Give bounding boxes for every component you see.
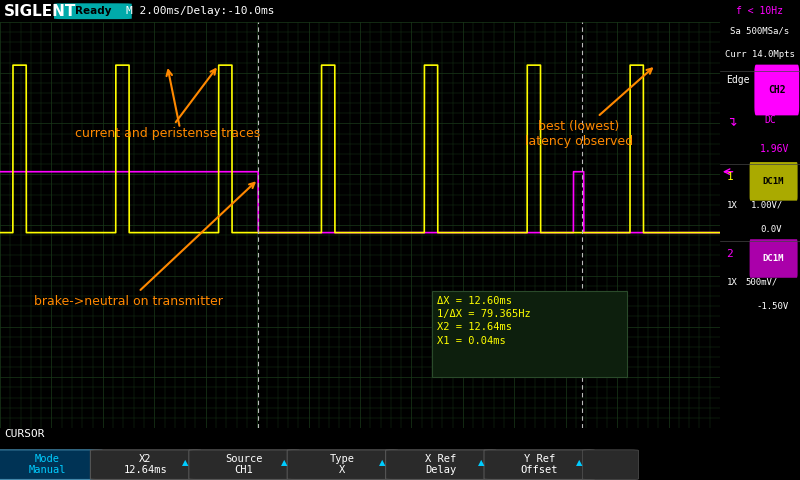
FancyBboxPatch shape [189, 450, 299, 480]
Text: 1.96V: 1.96V [760, 144, 790, 154]
Text: ▲: ▲ [281, 457, 287, 467]
Text: ▲: ▲ [478, 457, 484, 467]
FancyBboxPatch shape [386, 450, 496, 480]
Text: brake->neutral on transmitter: brake->neutral on transmitter [34, 183, 254, 308]
Text: 1: 1 [726, 172, 733, 182]
Text: ↴: ↴ [726, 115, 737, 128]
FancyBboxPatch shape [484, 450, 594, 480]
Text: Edge: Edge [726, 75, 750, 85]
Text: DC1M: DC1M [763, 177, 784, 186]
Text: -1.50V: -1.50V [757, 302, 789, 311]
Text: Y Ref
Offset: Y Ref Offset [521, 454, 558, 476]
Text: CURSOR: CURSOR [4, 429, 45, 439]
Text: f < 10Hz: f < 10Hz [737, 6, 783, 16]
Text: Ready: Ready [74, 6, 111, 15]
Text: 2: 2 [726, 250, 733, 259]
Text: current and peristense traces: current and peristense traces [74, 69, 260, 140]
Text: ▲: ▲ [182, 457, 189, 467]
Text: X Ref
Delay: X Ref Delay [425, 454, 457, 476]
Text: 1X: 1X [726, 278, 737, 287]
Text: ▲: ▲ [379, 457, 386, 467]
Text: Curr 14.0Mpts: Curr 14.0Mpts [725, 50, 795, 60]
Text: SIGLENT: SIGLENT [4, 3, 76, 19]
Text: Source
CH1: Source CH1 [226, 454, 262, 476]
FancyBboxPatch shape [750, 162, 798, 201]
Text: ΔX = 12.60ms
1/ΔX = 79.365Hz
X2 = 12.64ms
X1 = 0.04ms: ΔX = 12.60ms 1/ΔX = 79.365Hz X2 = 12.64m… [437, 296, 531, 346]
FancyBboxPatch shape [90, 450, 201, 480]
FancyBboxPatch shape [582, 450, 638, 480]
Text: M 2.00ms/Delay:-10.0ms: M 2.00ms/Delay:-10.0ms [126, 6, 274, 16]
Text: best (lowest)
latency observed: best (lowest) latency observed [525, 69, 652, 148]
Text: 1.00V/: 1.00V/ [750, 201, 782, 210]
Text: X2
12.64ms: X2 12.64ms [124, 454, 167, 476]
Text: Type
X: Type X [330, 454, 355, 476]
Text: Mode
Manual: Mode Manual [29, 454, 66, 476]
Text: Sa 500MSa/s: Sa 500MSa/s [730, 26, 790, 35]
Text: CH2: CH2 [768, 85, 786, 95]
Text: DC1M: DC1M [763, 254, 784, 263]
FancyBboxPatch shape [750, 239, 798, 278]
Text: ▲: ▲ [576, 457, 582, 467]
FancyBboxPatch shape [0, 450, 102, 480]
Text: DC: DC [764, 115, 776, 125]
FancyBboxPatch shape [287, 450, 398, 480]
Text: 500mV/: 500mV/ [746, 278, 778, 287]
FancyBboxPatch shape [54, 3, 132, 19]
Text: 0.0V: 0.0V [760, 225, 782, 234]
FancyBboxPatch shape [754, 65, 799, 115]
Bar [432, 291, 627, 377]
Text: 1X: 1X [726, 201, 737, 210]
